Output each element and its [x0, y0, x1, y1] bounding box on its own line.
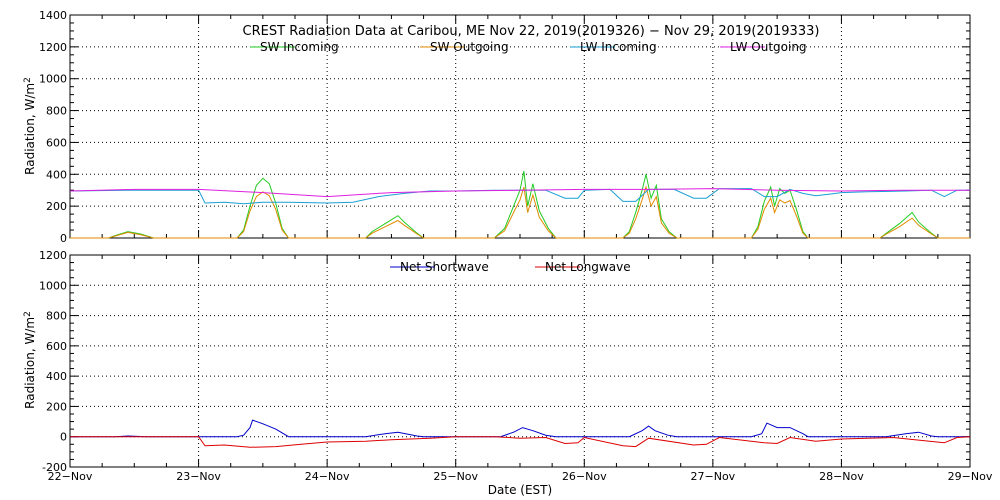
chart-title: CREST Radiation Data at Caribou, ME Nov …: [243, 24, 820, 39]
x-tick-label: 24−Nov: [305, 470, 350, 483]
bottom-y-tick-label: 400: [46, 370, 67, 383]
top-y-tick-label: 800: [46, 105, 67, 118]
top-y-tick-label: 1200: [39, 41, 67, 54]
x-tick-label: 22−Nov: [48, 470, 93, 483]
top-y-tick-label: 1000: [39, 73, 67, 86]
x-axis-ticks: 22−Nov 23−Nov 24−Nov 25−Nov 26−Nov 27−Nov 28−N…: [48, 470, 993, 483]
series-line-sw-incoming: [70, 170, 970, 239]
top-y-tick-label: 0: [60, 232, 67, 245]
bottom-y-axis-title: Radiation, W/m2: [23, 311, 37, 409]
top-legend: SW Incoming SW Outgoing LW Incoming LW Outg…: [250, 40, 807, 54]
series-line-lw-incoming: [69, 188, 970, 205]
top-plot-frame: [69, 14, 971, 239]
bottom-y-ticks: -200 0 200 400 600 800 1000 1200: [39, 249, 971, 474]
x-tick-label: 27−Nov: [691, 470, 736, 483]
bottom-y-tick-label: -200: [42, 461, 67, 474]
bottom-series-lines: [70, 419, 971, 448]
top-y-tick-label: 600: [46, 136, 67, 149]
top-y-axis-title: Radiation, W/m2: [23, 77, 37, 175]
series-line-lw-outgoing: [69, 188, 970, 198]
top-grid: [70, 15, 970, 238]
top-series-lines: [69, 170, 970, 239]
top-panel: 0 200 400 600 800 1000 1200 1400 CREST Radiatio…: [23, 9, 971, 245]
top-y-tick-label: 400: [46, 168, 67, 181]
top-y-tick-label: 1400: [39, 9, 67, 22]
bottom-legend: Net Shortwave Net Longwave: [390, 260, 631, 274]
top-y-ticks: 0 200 400 600 800 1000 1200 1400: [39, 9, 971, 245]
x-axis-title: Date (EST): [488, 483, 552, 497]
bottom-y-tick-label: 1000: [39, 279, 67, 292]
legend-label-sw-incoming: SW Incoming: [260, 40, 339, 54]
x-tick-label: 26−Nov: [562, 470, 607, 483]
legend-label-net-longwave: Net Longwave: [545, 260, 631, 274]
bottom-y-tick-label: 800: [46, 310, 67, 323]
bottom-y-tick-label: 200: [46, 400, 67, 413]
legend-label-lw-incoming: LW Incoming: [580, 40, 657, 54]
x-tick-label: 28−Nov: [819, 470, 864, 483]
bottom-y-tick-label: 0: [60, 431, 67, 444]
series-line-net-longwave: [70, 436, 971, 448]
bottom-grid: [70, 255, 970, 467]
bottom-y-tick-label: 1200: [39, 249, 67, 262]
bottom-y-tick-label: 600: [46, 340, 67, 353]
top-y-tick-label: 200: [46, 200, 67, 213]
legend-label-lw-outgoing: LW Outgoing: [730, 40, 807, 54]
x-tick-label: 25−Nov: [433, 470, 478, 483]
x-tick-label: 23−Nov: [176, 470, 221, 483]
series-line-sw-outgoing: [70, 185, 970, 239]
legend-label-net-shortwave: Net Shortwave: [400, 260, 489, 274]
bottom-plot-frame: [69, 254, 971, 468]
x-tick-label: 29−Nov: [948, 470, 993, 483]
legend-label-sw-outgoing: SW Outgoing: [430, 40, 509, 54]
series-line-net-shortwave: [70, 419, 970, 438]
